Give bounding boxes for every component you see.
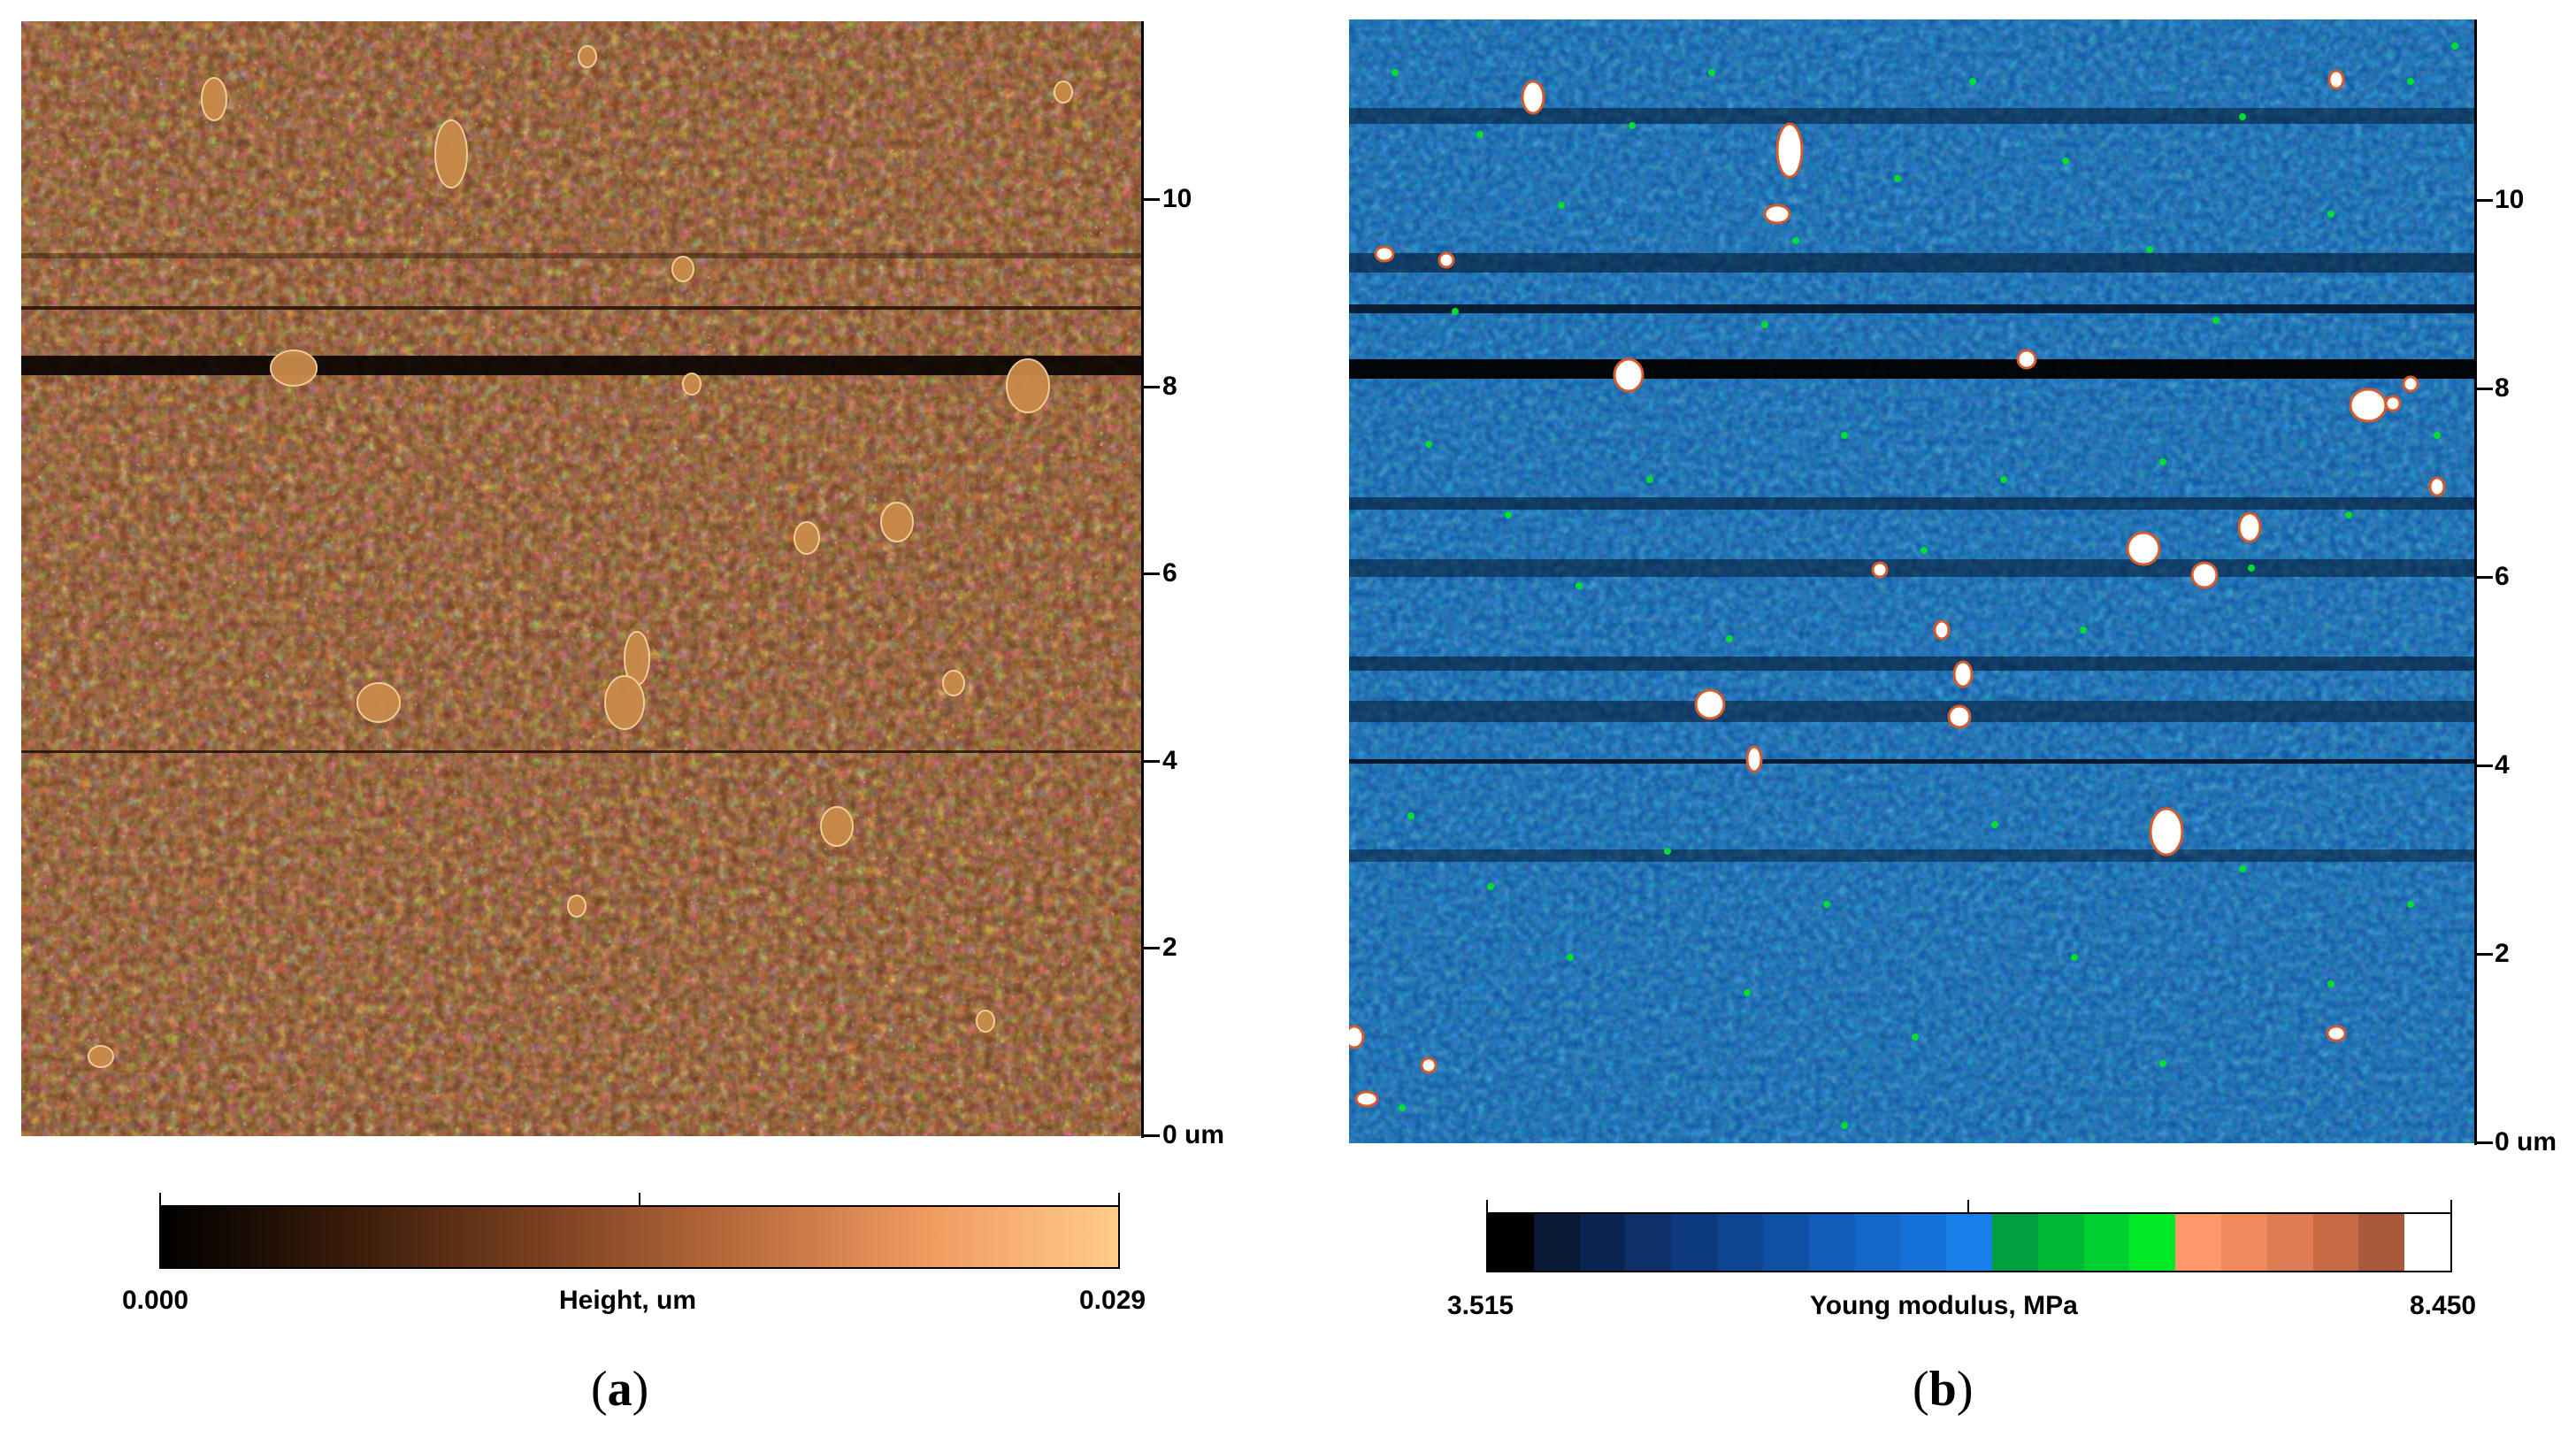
modulus-map-y-axis	[2474, 19, 2477, 1145]
colorbar-max-label: 8.450	[2410, 1291, 2477, 1320]
colorbar-title: Height, um	[559, 1286, 696, 1315]
panel-label-a: (a)	[591, 1362, 649, 1417]
colorbar-segment	[1533, 1214, 1580, 1271]
modulus-map-image	[1349, 19, 2474, 1143]
colorbar-segment	[2266, 1214, 2313, 1271]
y-tick-mark	[2477, 199, 2493, 202]
y-tick-mark	[2477, 953, 2493, 956]
colorbar-segment	[1488, 1214, 1534, 1271]
modulus-colorbar	[1486, 1212, 2452, 1272]
y-tick-mark	[2477, 388, 2493, 390]
colorbar-segment	[1946, 1214, 1992, 1271]
y-tick-mark	[1144, 760, 1160, 763]
y-tick-label: 0 um	[1162, 1120, 1225, 1149]
colorbar-min-label: 0.000	[122, 1286, 189, 1315]
y-tick-label: 2	[1162, 933, 1177, 962]
y-tick-label: 8	[2495, 373, 2510, 403]
colorbar-segment	[1991, 1214, 2038, 1271]
colorbar-max-label: 0.029	[1079, 1286, 1146, 1315]
y-tick-mark	[1144, 386, 1160, 388]
y-tick-mark	[1144, 1134, 1160, 1137]
colorbar-segment	[1717, 1214, 1763, 1271]
colorbar-segment	[1671, 1214, 1718, 1271]
colorbar-title: Young modulus, MPa	[1810, 1291, 2078, 1320]
colorbar-segment	[2083, 1214, 2130, 1271]
height-colorbar	[159, 1205, 1120, 1269]
colorbar-tick	[1118, 1193, 1120, 1205]
colorbar-min-label: 3.515	[1447, 1291, 1514, 1320]
y-tick-label: 10	[2495, 185, 2525, 214]
colorbar-segment	[2037, 1214, 2084, 1271]
colorbar-tick	[1967, 1200, 1969, 1212]
y-tick-mark	[2477, 1141, 2493, 1144]
y-tick-label: 6	[2495, 562, 2510, 591]
modulus-map-texture	[1349, 19, 2474, 1143]
y-tick-label: 6	[1162, 558, 1177, 588]
y-tick-mark	[2477, 765, 2493, 767]
colorbar-tick	[639, 1193, 640, 1205]
colorbar-segment	[2404, 1214, 2450, 1271]
y-tick-mark	[1144, 947, 1160, 949]
y-tick-label: 0 um	[2495, 1127, 2557, 1157]
y-tick-label: 2	[2495, 939, 2510, 968]
y-tick-label: 8	[1162, 372, 1177, 401]
y-tick-mark	[1144, 198, 1160, 201]
colorbar-segment	[1762, 1214, 1809, 1271]
colorbar-segment	[1900, 1214, 1947, 1271]
colorbar-tick	[2450, 1200, 2452, 1212]
colorbar-tick	[1486, 1200, 1488, 1212]
height-map-y-axis	[1141, 21, 1144, 1138]
colorbar-segment	[2221, 1214, 2267, 1271]
height-map-image	[21, 21, 1141, 1136]
colorbar-segment	[1808, 1214, 1855, 1271]
y-tick-mark	[1144, 572, 1160, 575]
colorbar-segment	[2358, 1214, 2405, 1271]
colorbar-segment	[2175, 1214, 2221, 1271]
colorbar-segment	[1579, 1214, 1626, 1271]
colorbar-segment	[2129, 1214, 2176, 1271]
y-tick-mark	[2477, 576, 2493, 579]
height-map-texture	[21, 21, 1141, 1136]
y-tick-label: 4	[1162, 746, 1177, 775]
colorbar-tick	[159, 1193, 161, 1205]
y-tick-label: 10	[1162, 184, 1192, 213]
colorbar-segment	[2312, 1214, 2359, 1271]
colorbar-segment	[1625, 1214, 1672, 1271]
y-tick-label: 4	[2495, 750, 2510, 780]
panel-label-b: (b)	[1913, 1362, 1974, 1417]
colorbar-segment	[1854, 1214, 1901, 1271]
